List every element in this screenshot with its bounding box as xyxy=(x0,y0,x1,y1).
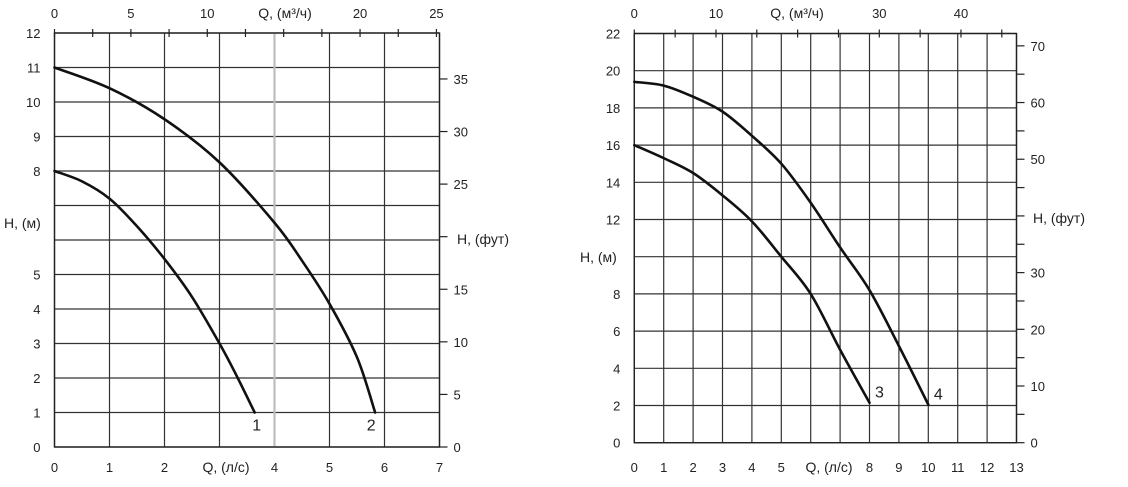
left-tick-label: 3 xyxy=(33,337,40,352)
bottom-tick-label: 4 xyxy=(748,460,755,475)
bottom-tick-label: 3 xyxy=(719,460,726,475)
top-tick-label: 10 xyxy=(200,6,214,21)
top-tick-label: 5 xyxy=(127,6,134,21)
left-tick-label: 11 xyxy=(27,61,41,76)
pump-curve-2 xyxy=(53,66,377,414)
top-tick-label: 10 xyxy=(709,6,723,21)
left-tick-label: 12 xyxy=(26,26,40,41)
left-tick-label: 4 xyxy=(33,302,40,317)
pump-curve-3 xyxy=(633,143,871,405)
right-tick-label: 20 xyxy=(1031,322,1045,337)
right-tick-label: 0 xyxy=(454,440,461,455)
top-tick-label: 0 xyxy=(51,6,58,21)
right-tick-label: 70 xyxy=(1031,39,1045,54)
bottom-tick-label: 5 xyxy=(326,460,333,475)
bottom-tick-label: 2 xyxy=(161,460,168,475)
right-tick-label: 35 xyxy=(454,72,468,87)
right-tick-label: 10 xyxy=(454,335,468,350)
right-tick-label: 60 xyxy=(1031,96,1045,111)
bottom-tick-label: 6 xyxy=(381,460,388,475)
left-tick-label: 1 xyxy=(33,406,40,421)
bottom-tick-label: 2 xyxy=(689,460,696,475)
left-tick-label: 20 xyxy=(606,64,620,79)
left-tick-label: 2 xyxy=(33,371,40,386)
bottom-tick-label: 0 xyxy=(51,460,58,475)
right-tick-label: 25 xyxy=(454,177,468,192)
left-tick-label: 6 xyxy=(613,324,620,339)
right-tick-label: 10 xyxy=(1031,379,1045,394)
left-tick-label: 14 xyxy=(606,175,620,190)
x2-axis-title: Q, (м³/ч) xyxy=(258,5,311,21)
pump-curve-4 xyxy=(633,80,930,406)
bottom-tick-label: 9 xyxy=(895,460,902,475)
left-tick-label: 18 xyxy=(606,101,620,116)
bottom-tick-label: 5 xyxy=(778,460,785,475)
y2-axis-title: H, (фут) xyxy=(1033,210,1085,226)
top-tick-label: 25 xyxy=(429,6,443,21)
right-tick-label: 0 xyxy=(1031,436,1038,451)
y-axis-title: H, (м) xyxy=(580,249,617,265)
left-tick-label: 8 xyxy=(33,164,40,179)
left-tick-label: 10 xyxy=(26,95,40,110)
y2-axis-title: H, (фут) xyxy=(457,231,509,247)
bottom-tick-label: 1 xyxy=(106,460,113,475)
left-tick-label: 9 xyxy=(33,130,40,145)
curve-label: 1 xyxy=(252,418,261,435)
bottom-tick-label: 4 xyxy=(271,460,278,475)
x-axis-title: Q, (л/с) xyxy=(202,459,249,475)
bottom-tick-label: 13 xyxy=(1009,460,1023,475)
left-tick-label: 5 xyxy=(33,268,40,283)
left-tick-label: 0 xyxy=(33,440,40,455)
left-tick-label: 22 xyxy=(606,27,620,42)
x-axis-title: Q, (л/с) xyxy=(805,459,852,475)
left-tick-label: 4 xyxy=(613,361,620,376)
top-tick-label: 20 xyxy=(353,6,367,21)
plot-frame xyxy=(633,32,1018,444)
top-tick-label: 0 xyxy=(631,6,638,21)
right-tick-label: 50 xyxy=(1031,152,1045,167)
right-tick-label: 30 xyxy=(1031,266,1045,281)
pump-curve-1 xyxy=(53,169,256,414)
curve-label: 3 xyxy=(875,385,884,402)
right-tick-label: 15 xyxy=(454,282,468,297)
bottom-tick-label: 0 xyxy=(631,460,638,475)
left-tick-label: 8 xyxy=(613,287,620,302)
bottom-tick-label: 11 xyxy=(951,460,965,475)
plot-frame xyxy=(53,32,441,448)
left-tick-label: 2 xyxy=(613,399,620,414)
bottom-tick-label: 8 xyxy=(866,460,873,475)
bottom-tick-label: 10 xyxy=(921,460,935,475)
left-tick-label: 0 xyxy=(613,436,620,451)
x2-axis-title: Q, (м³/ч) xyxy=(770,5,823,21)
top-tick-label: 40 xyxy=(954,6,968,21)
y-axis-title: H, (м) xyxy=(4,215,41,231)
bottom-tick-label: 7 xyxy=(436,460,443,475)
curve-label: 2 xyxy=(367,418,376,435)
left-tick-label: 16 xyxy=(606,138,620,153)
bottom-tick-label: 1 xyxy=(660,460,667,475)
right-tick-label: 30 xyxy=(454,125,468,140)
right-tick-label: 5 xyxy=(454,387,461,402)
curve-label: 4 xyxy=(934,387,943,404)
top-tick-label: 30 xyxy=(872,6,886,21)
bottom-tick-label: 12 xyxy=(980,460,994,475)
left-tick-label: 12 xyxy=(606,213,620,228)
